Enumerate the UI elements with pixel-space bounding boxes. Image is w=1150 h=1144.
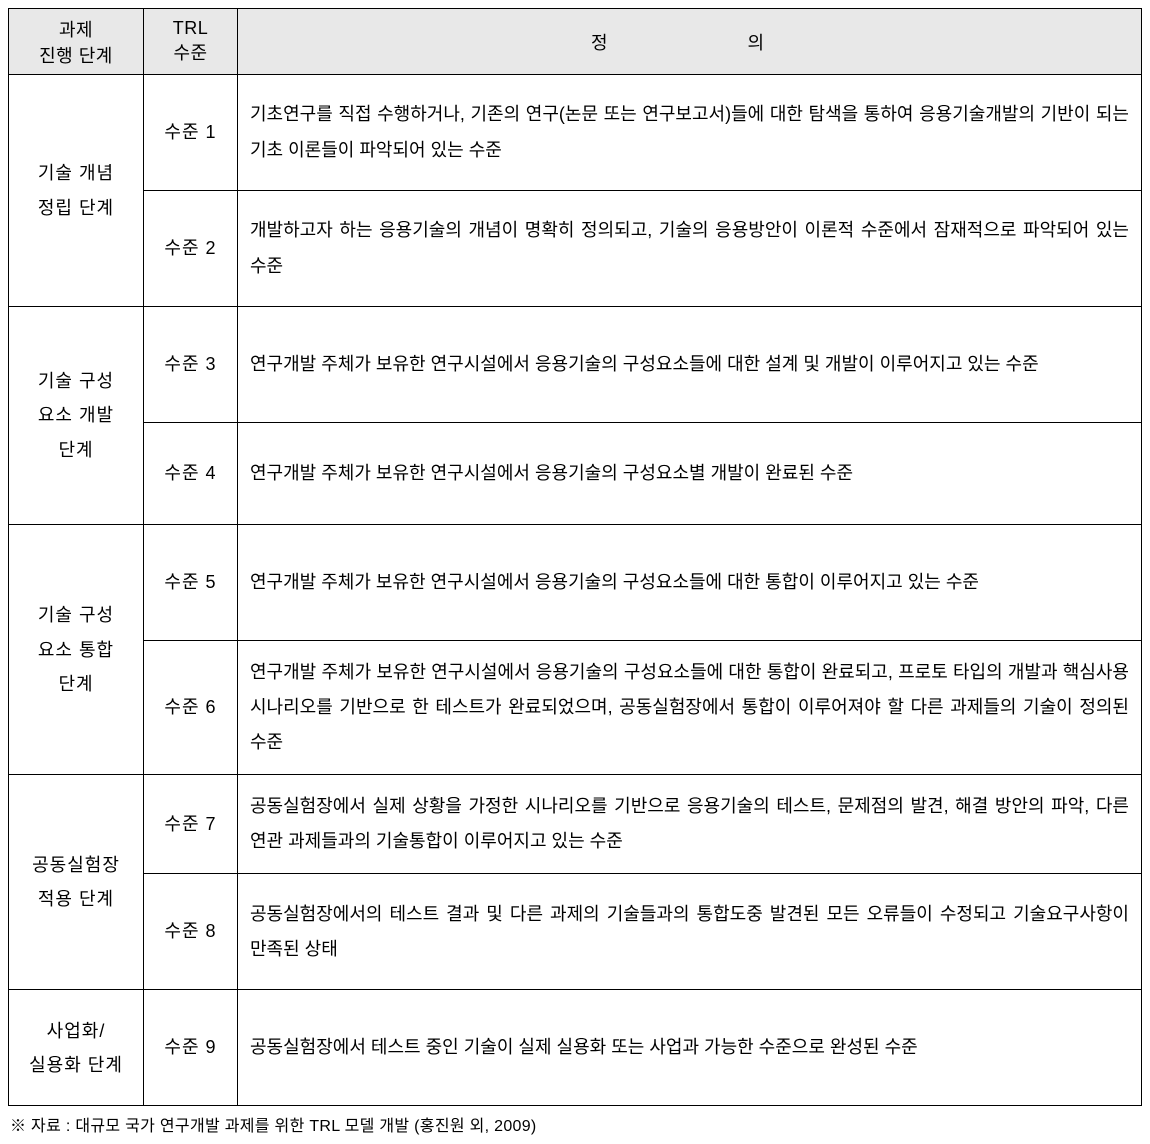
- definition-cell: 공동실험장에서의 테스트 결과 및 다른 과제의 기술들과의 통합도중 발견된 …: [238, 874, 1142, 990]
- level-cell: 수준 8: [144, 874, 238, 990]
- level-cell: 수준 4: [144, 423, 238, 525]
- table-row: 수준 6 연구개발 주체가 보유한 연구시설에서 응용기술의 구성요소들에 대한…: [9, 641, 1142, 775]
- level-cell: 수준 5: [144, 525, 238, 641]
- definition-cell: 공동실험장에서 테스트 중인 기술이 실제 실용화 또는 사업과 가능한 수준으…: [238, 990, 1142, 1106]
- stage-cell: 기술 구성요소 개발단계: [9, 307, 144, 525]
- table-row: 공동실험장적용 단계 수준 7 공동실험장에서 실제 상황을 가정한 시나리오를…: [9, 775, 1142, 874]
- definition-cell: 연구개발 주체가 보유한 연구시설에서 응용기술의 구성요소들에 대한 통합이 …: [238, 525, 1142, 641]
- definition-cell: 공동실험장에서 실제 상황을 가정한 시나리오를 기반으로 응용기술의 테스트,…: [238, 775, 1142, 874]
- level-cell: 수준 1: [144, 75, 238, 191]
- table-row: 사업화/실용화 단계 수준 9 공동실험장에서 테스트 중인 기술이 실제 실용…: [9, 990, 1142, 1106]
- definition-cell: 기초연구를 직접 수행하거나, 기존의 연구(논문 또는 연구보고서)들에 대한…: [238, 75, 1142, 191]
- table-row: 수준 2 개발하고자 하는 응용기술의 개념이 명확히 정의되고, 기술의 응용…: [9, 191, 1142, 307]
- stage-cell: 공동실험장적용 단계: [9, 775, 144, 990]
- level-cell: 수준 9: [144, 990, 238, 1106]
- definition-cell: 연구개발 주체가 보유한 연구시설에서 응용기술의 구성요소들에 대한 통합이 …: [238, 641, 1142, 775]
- table-row: 수준 4 연구개발 주체가 보유한 연구시설에서 응용기술의 구성요소별 개발이…: [9, 423, 1142, 525]
- table-row: 수준 8 공동실험장에서의 테스트 결과 및 다른 과제의 기술들과의 통합도중…: [9, 874, 1142, 990]
- source-footnote: ※ 자료 : 대규모 국가 연구개발 과제를 위한 TRL 모델 개발 (홍진원…: [8, 1112, 1142, 1136]
- table-row: 기술 개념정립 단계 수준 1 기초연구를 직접 수행하거나, 기존의 연구(논…: [9, 75, 1142, 191]
- definition-cell: 연구개발 주체가 보유한 연구시설에서 응용기술의 구성요소들에 대한 설계 및…: [238, 307, 1142, 423]
- level-cell: 수준 6: [144, 641, 238, 775]
- stage-cell: 사업화/실용화 단계: [9, 990, 144, 1106]
- stage-cell: 기술 개념정립 단계: [9, 75, 144, 307]
- table-header-row: 과제진행 단계 TRL수준 정 의: [9, 9, 1142, 75]
- definition-cell: 연구개발 주체가 보유한 연구시설에서 응용기술의 구성요소별 개발이 완료된 …: [238, 423, 1142, 525]
- definition-cell: 개발하고자 하는 응용기술의 개념이 명확히 정의되고, 기술의 응용방안이 이…: [238, 191, 1142, 307]
- table-body: 기술 개념정립 단계 수준 1 기초연구를 직접 수행하거나, 기존의 연구(논…: [9, 75, 1142, 1106]
- table-row: 기술 구성요소 통합단계 수준 5 연구개발 주체가 보유한 연구시설에서 응용…: [9, 525, 1142, 641]
- header-stage: 과제진행 단계: [9, 9, 144, 75]
- level-cell: 수준 3: [144, 307, 238, 423]
- level-cell: 수준 7: [144, 775, 238, 874]
- stage-cell: 기술 구성요소 통합단계: [9, 525, 144, 775]
- header-definition: 정 의: [238, 9, 1142, 75]
- level-cell: 수준 2: [144, 191, 238, 307]
- table-row: 기술 구성요소 개발단계 수준 3 연구개발 주체가 보유한 연구시설에서 응용…: [9, 307, 1142, 423]
- trl-table: 과제진행 단계 TRL수준 정 의 기술 개념정립 단계 수준 1 기초연구를 …: [8, 8, 1142, 1106]
- header-level: TRL수준: [144, 9, 238, 75]
